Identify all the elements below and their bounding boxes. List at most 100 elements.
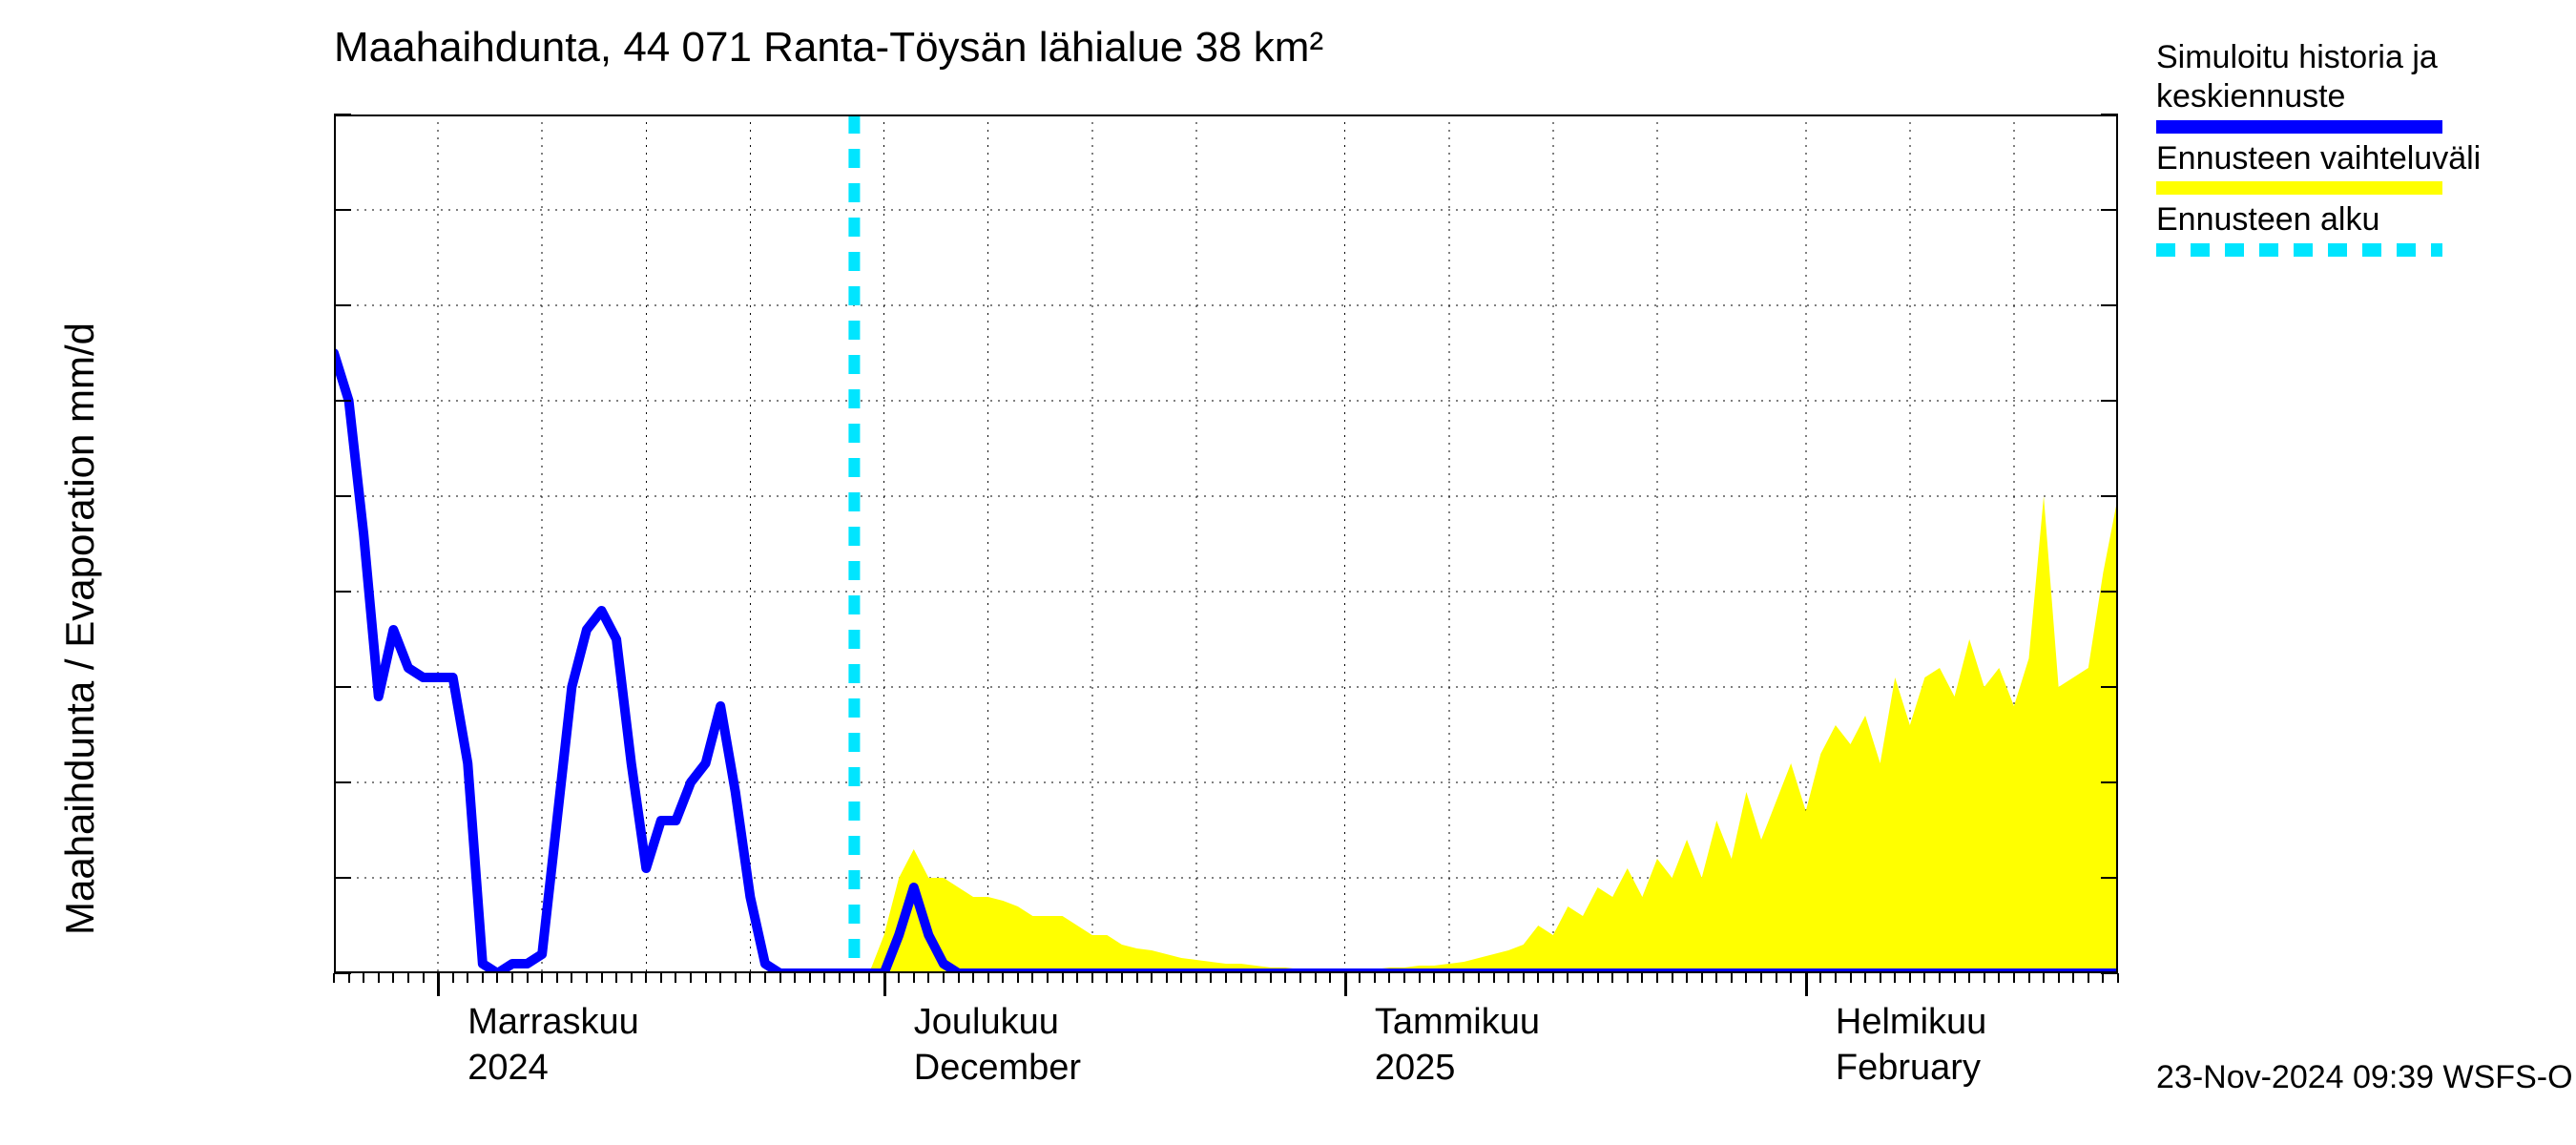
legend: Simuloitu historia jakeskiennuste Ennuste…: [2156, 38, 2481, 262]
x-minor-tick: [586, 973, 588, 983]
x-major-tick: [1344, 973, 1347, 996]
y-tick: [2101, 304, 2118, 306]
x-minor-tick: [1864, 973, 1866, 983]
x-minor-tick: [452, 973, 454, 983]
x-minor-tick: [868, 973, 870, 983]
x-tick-label: JoulukuuDecember: [914, 1000, 1081, 1091]
x-minor-tick: [1106, 973, 1108, 983]
y-tick: [334, 972, 351, 974]
x-minor-tick: [1388, 973, 1390, 983]
forecast-band: [854, 496, 2118, 973]
x-minor-tick: [333, 973, 335, 983]
x-minor-tick: [1270, 973, 1272, 983]
x-minor-tick: [378, 973, 380, 983]
legend-text: Simuloitu historia ja: [2156, 38, 2481, 77]
x-tick-label: Marraskuu2024: [467, 1000, 639, 1091]
x-minor-tick: [1299, 973, 1301, 983]
x-tick-label: HelmikuuFebruary: [1836, 1000, 1986, 1091]
x-minor-tick: [348, 973, 350, 983]
x-minor-tick: [675, 973, 676, 983]
legend-text: keskiennuste: [2156, 77, 2481, 116]
x-minor-tick: [571, 973, 572, 983]
x-minor-tick: [1047, 973, 1049, 983]
x-minor-tick: [1715, 973, 1717, 983]
x-minor-tick: [1329, 973, 1331, 983]
y-tick: [334, 877, 351, 879]
x-minor-tick: [1954, 973, 1956, 983]
x-minor-tick: [467, 973, 468, 983]
x-minor-tick: [1850, 973, 1852, 983]
x-minor-tick: [1374, 973, 1376, 983]
x-minor-tick: [1984, 973, 1985, 983]
x-minor-tick: [2043, 973, 2045, 983]
x-major-tick: [437, 973, 440, 996]
x-minor-tick: [1210, 973, 1212, 983]
x-minor-tick: [1121, 973, 1123, 983]
x-minor-tick: [407, 973, 409, 983]
x-major-tick: [1805, 973, 1808, 996]
legend-swatch: [2156, 243, 2442, 257]
x-minor-tick: [1195, 973, 1197, 983]
x-minor-tick: [2028, 973, 2030, 983]
y-tick: [2101, 114, 2118, 115]
x-minor-tick: [1419, 973, 1421, 983]
chart-container: Maahaihdunta, 44 071 Ranta-Töysän lähial…: [0, 0, 2576, 1145]
y-tick: [334, 781, 351, 783]
x-minor-tick: [363, 973, 364, 983]
x-minor-tick: [1478, 973, 1480, 983]
x-minor-tick: [927, 973, 929, 983]
x-minor-tick: [1790, 973, 1792, 983]
x-minor-tick: [1909, 973, 1911, 983]
x-minor-tick: [1760, 973, 1762, 983]
x-minor-tick: [660, 973, 662, 983]
x-minor-tick: [1968, 973, 1970, 983]
x-minor-tick: [1017, 973, 1019, 983]
y-tick: [334, 304, 351, 306]
x-minor-tick: [1433, 973, 1435, 983]
chart-title: Maahaihdunta, 44 071 Ranta-Töysän lähial…: [334, 24, 1323, 72]
x-minor-tick: [1240, 973, 1242, 983]
x-minor-tick: [719, 973, 721, 983]
x-minor-tick: [972, 973, 974, 983]
x-minor-tick: [511, 973, 513, 983]
x-major-tick: [883, 973, 886, 996]
x-minor-tick: [1091, 973, 1093, 983]
x-minor-tick: [1180, 973, 1182, 983]
x-minor-tick: [1031, 973, 1033, 983]
x-minor-tick: [2088, 973, 2089, 983]
x-minor-tick: [1835, 973, 1837, 983]
x-minor-tick: [1493, 973, 1495, 983]
x-minor-tick: [853, 973, 855, 983]
x-minor-tick: [913, 973, 915, 983]
x-minor-tick: [601, 973, 603, 983]
x-minor-tick: [764, 973, 766, 983]
x-minor-tick: [809, 973, 811, 983]
x-minor-tick: [1998, 973, 2000, 983]
y-tick: [2101, 495, 2118, 497]
x-minor-tick: [527, 973, 529, 983]
plot-svg: [334, 114, 2118, 973]
x-minor-tick: [1463, 973, 1465, 983]
x-minor-tick: [1597, 973, 1599, 983]
x-minor-tick: [1151, 973, 1153, 983]
y-tick: [334, 591, 351, 593]
x-minor-tick: [1939, 973, 1941, 983]
legend-entry: Ennusteen vaihteluväli: [2156, 139, 2481, 196]
x-minor-tick: [1507, 973, 1509, 983]
x-minor-tick: [1255, 973, 1257, 983]
x-minor-tick: [1448, 973, 1450, 983]
plot-area: [334, 114, 2118, 973]
x-minor-tick: [615, 973, 617, 983]
x-minor-tick: [2072, 973, 2074, 983]
x-minor-tick: [1701, 973, 1703, 983]
x-minor-tick: [779, 973, 781, 983]
x-minor-tick: [735, 973, 737, 983]
x-minor-tick: [1567, 973, 1568, 983]
x-minor-tick: [898, 973, 900, 983]
legend-swatch: [2156, 120, 2442, 134]
x-minor-tick: [749, 973, 751, 983]
y-tick: [2101, 209, 2118, 211]
y-tick: [2101, 781, 2118, 783]
x-minor-tick: [556, 973, 558, 983]
legend-swatch: [2156, 181, 2442, 195]
